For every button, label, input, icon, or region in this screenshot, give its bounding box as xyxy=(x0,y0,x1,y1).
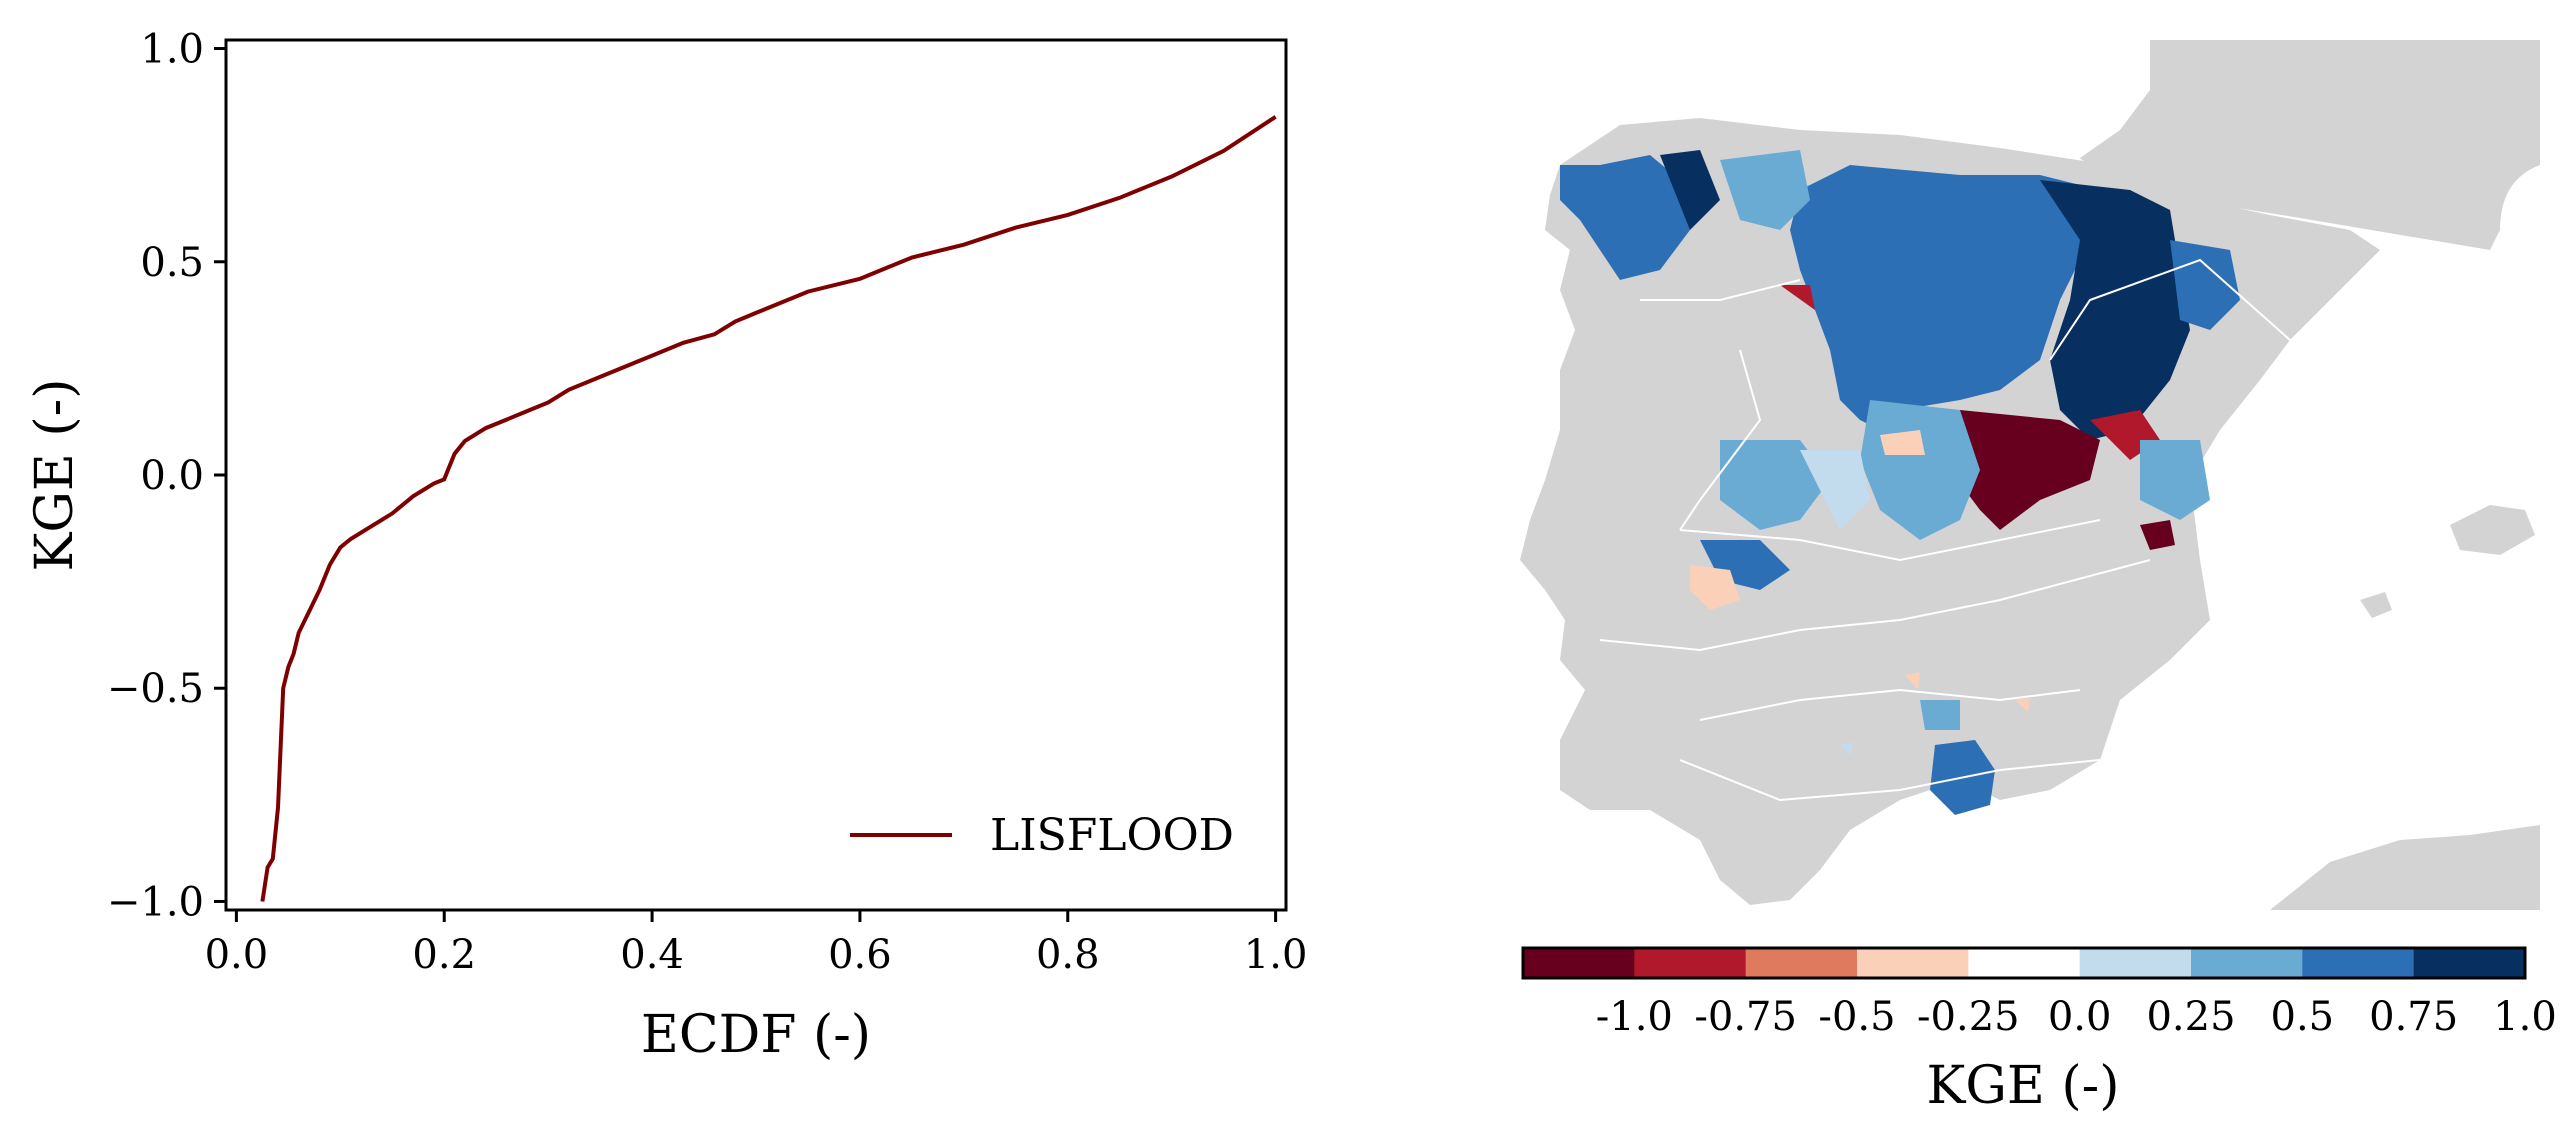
basin-fills xyxy=(1560,150,2240,815)
x-axis-label: ECDF (-) xyxy=(641,1005,871,1065)
colorbar-tick-label: 0.5 xyxy=(2271,994,2335,1040)
legend: LISFLOOD xyxy=(850,810,1234,861)
x-tick-label: 1.0 xyxy=(1244,932,1308,978)
colorbar-tick-label: -1.0 xyxy=(1596,994,1673,1040)
iberia-kge-map xyxy=(1520,40,2540,910)
x-tick-label: 0.2 xyxy=(412,932,476,978)
colorbar-frame xyxy=(1521,946,2527,980)
ecdf-chart: 0.0 0.2 0.4 0.6 0.8 1.0 −1.0 −0.5 0.0 0.5 1.0 ECD… xyxy=(25,27,1307,1065)
colorbar-segment xyxy=(2191,948,2303,978)
legend-label-lisflood: LISFLOOD xyxy=(990,810,1234,861)
colorbar-tick-label: -0.25 xyxy=(1917,994,2020,1040)
colorbar-tick-label: 0.75 xyxy=(2369,994,2458,1040)
colorbar-segment xyxy=(1857,948,1969,978)
y-tick-label: 0.5 xyxy=(140,240,204,286)
colorbar-tick-label: 0.25 xyxy=(2146,994,2235,1040)
x-tick-label: 0.0 xyxy=(205,932,269,978)
y-axis-label: KGE (-) xyxy=(25,378,85,571)
colorbar-segment xyxy=(1523,948,1635,978)
colorbar-segment xyxy=(2079,948,2192,978)
y-axis-ticks: −1.0 −0.5 0.0 0.5 1.0 xyxy=(107,27,226,925)
x-tick-label: 0.6 xyxy=(828,932,892,978)
x-tick-label: 0.4 xyxy=(620,932,684,978)
colorbar-label: KGE (-) xyxy=(1926,1056,2119,1116)
colorbar-segment xyxy=(1968,948,2081,978)
colorbar: -1.0 -0.75 -0.5 -0.25 0.0 0.25 0.5 0.75 1.0 KGE … xyxy=(1521,946,2557,1116)
x-tick-label: 0.8 xyxy=(1036,932,1100,978)
colorbar-segment xyxy=(1745,948,1858,978)
colorbar-tick-label: -0.5 xyxy=(1818,994,1895,1040)
region-borders xyxy=(1599,258,2291,802)
y-tick-label: 1.0 xyxy=(140,27,204,73)
colorbar-segment xyxy=(2413,948,2526,978)
y-tick-label: −0.5 xyxy=(107,666,204,712)
y-tick-label: −1.0 xyxy=(107,879,204,925)
series-line-lisflood xyxy=(260,115,1277,902)
plot-frame xyxy=(224,38,1288,912)
colorbar-tick-label: 1.0 xyxy=(2493,994,2557,1040)
y-tick-label: 0.0 xyxy=(140,453,204,499)
colorbar-segments xyxy=(1523,948,2526,978)
colorbar-tick-label: -0.75 xyxy=(1694,994,1797,1040)
colorbar-tick-label: 0.0 xyxy=(2048,994,2112,1040)
x-axis-ticks: 0.0 0.2 0.4 0.6 0.8 1.0 xyxy=(205,910,1308,978)
colorbar-segment xyxy=(2302,948,2415,978)
colorbar-ticks: -1.0 -0.75 -0.5 -0.25 0.0 0.25 0.5 0.75 1.0 xyxy=(1596,994,2557,1040)
colorbar-segment xyxy=(1634,948,1747,978)
